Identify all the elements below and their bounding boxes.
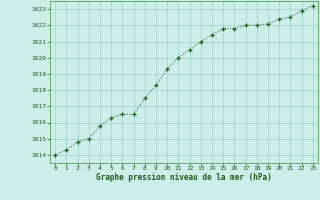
X-axis label: Graphe pression niveau de la mer (hPa): Graphe pression niveau de la mer (hPa): [96, 173, 272, 182]
